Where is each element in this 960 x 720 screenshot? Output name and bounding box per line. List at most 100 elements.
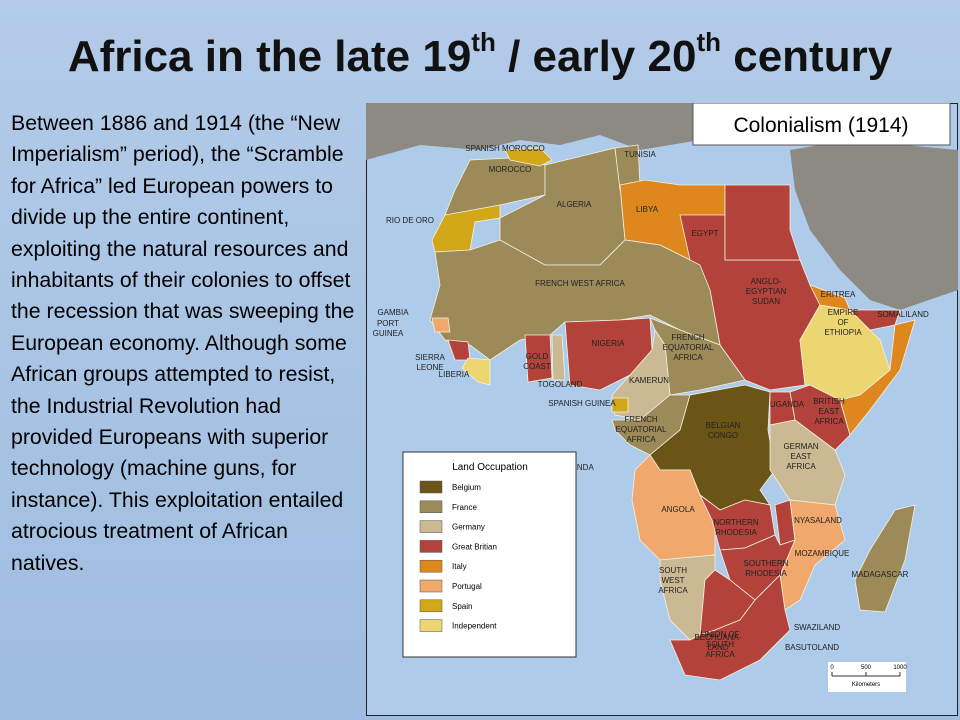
territory [431,204,501,253]
map-label: EGYPTIAN [746,287,787,296]
map-label: GAMBIA [377,308,409,317]
map-label: AFRICA [786,462,816,471]
map-label: AFRICA [705,650,735,659]
map-label: GUINEA [373,329,404,338]
legend-swatch [419,500,443,514]
map-label: GERMAN [783,442,818,451]
map-label: RIO DE ORO [386,216,434,225]
territory [551,334,566,381]
map-label: NIGERIA [592,339,626,348]
map-label: EQUATORIAL [616,425,667,434]
legend-label: Portugal [452,582,482,591]
map-label: FRENCH WEST AFRICA [535,279,625,288]
title-text: century [721,32,893,81]
map-label: EAST [819,407,840,416]
territory [431,317,451,333]
map-label: COAST [523,362,551,371]
legend-swatch [419,599,443,613]
map-label: TUNISIA [624,150,656,159]
map-label: MADAGASCAR [852,570,909,579]
map-label: BRITISH [813,397,845,406]
scale-label: 500 [861,665,872,671]
map-label: SPANISH MOROCCO [465,144,544,153]
map-label: MOROCCO [489,165,532,174]
legend-label: Italy [452,562,467,571]
legend-label: Independent [452,622,497,631]
legend-swatch [419,619,443,632]
territory [504,147,553,167]
map-label: BECHUANA- [694,633,741,642]
map-label: NORTHERN [713,518,758,527]
map-title-box [692,103,951,146]
title-text: / early 20 [495,32,697,81]
map-label: ANGOLA [661,505,695,514]
europe [366,103,700,160]
legend-swatch [419,540,443,553]
map-title: Colonialism (1914) [733,114,908,137]
map: SPANISH MOROCCO MOROCCO TUNISIA ALGERIA LIBY… [366,103,958,716]
map-label: LIBYA [636,205,659,214]
legend-swatch [419,559,443,573]
map-label: WEST [661,576,684,585]
map-label: SPANISH GUINEA [548,399,616,408]
legend-label: Germany [452,523,485,532]
map-label: AFRICA [814,417,844,426]
territory [854,504,916,613]
map-label: NYASALAND [794,516,842,525]
map-label: FRENCH [671,333,705,342]
territory [524,334,553,383]
map-label: BASUTOLAND [785,643,839,652]
map-label: SOMALILAND [877,310,929,319]
scale-label: 0 [830,665,834,671]
legend-label: Spain [452,602,472,611]
territory [724,184,801,261]
map-label: AFRICA [673,353,703,362]
map-label: ALGERIA [557,200,592,209]
map-label: ANGLO- [751,277,782,286]
map-label: PORT [377,319,399,328]
map-label: EQUATORIAL [663,343,714,352]
map-label: EGYPT [691,229,718,238]
map-label: SIERRA [415,353,445,362]
title-text: Africa in the late 19 [67,32,472,81]
map-label: BELGIAN [706,421,741,430]
map-label: OF [837,318,848,327]
map-label: LEONE [416,363,443,372]
map-label: LIBERIA [439,370,470,379]
legend-title: Land Occupation [452,462,528,473]
map-label: SOUTH [659,566,687,575]
legend-label: Belgium [452,483,481,492]
territory [669,574,791,681]
map-label: MOZAMBIQUE [795,549,850,558]
map-label: ETHIOPIA [824,328,862,337]
scale-unit: Kilometers [852,682,880,688]
body-text: Between 1886 and 1914 (the “New Imperial… [11,111,355,575]
territory [839,319,916,436]
legend-label: France [452,503,477,512]
map-label: GOLD [526,352,549,361]
map-label: LAND [707,643,729,652]
map-label: SOUTHERN [744,559,789,568]
scale-label: 1000 [893,665,907,671]
territory [461,357,491,386]
title-sup: th [696,27,721,57]
slide-title: Africa in the late 19th / early 20th cen… [0,29,960,82]
legend-swatch [419,520,443,533]
map-label: RHODESIA [745,569,787,578]
map-label: UGANDA [770,400,805,409]
legend-swatch [419,480,443,494]
map-label: AFRICA [626,435,656,444]
territory [611,397,629,413]
map-label: TOGOLAND [538,380,583,389]
map-label: SUDAN [752,297,780,306]
map-label: EMPIRE [828,308,859,317]
scale-box [828,662,906,692]
map-label: ERITREA [821,290,856,299]
map-label: SOUTH [706,640,734,649]
map-label: EAST [791,452,812,461]
territory [769,419,846,506]
map-label: FRENCH [624,415,658,424]
legend-swatch [419,579,443,593]
map-label: UNION OF [700,630,739,639]
